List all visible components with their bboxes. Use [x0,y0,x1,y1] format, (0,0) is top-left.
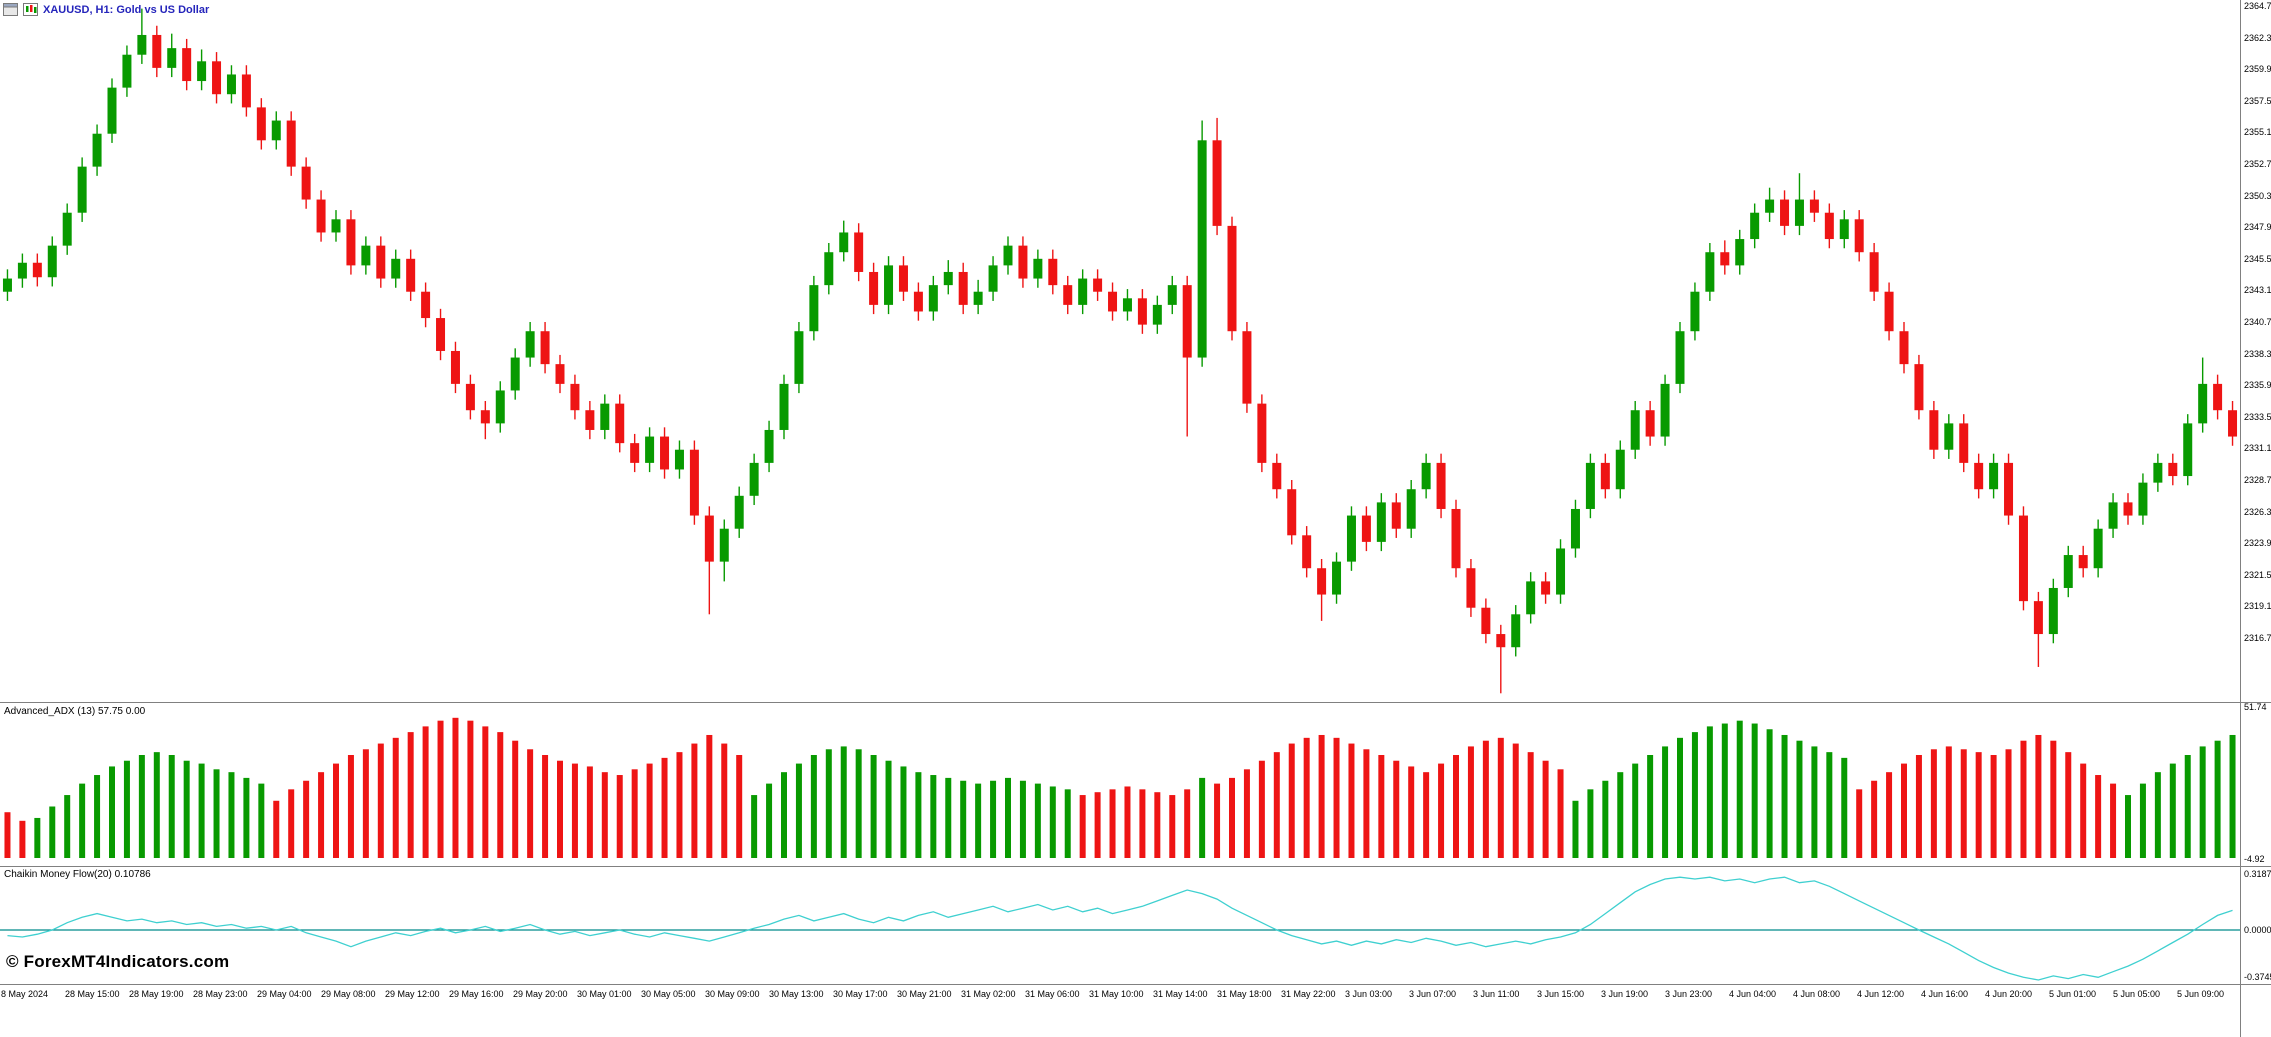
price-scale-label: 2357.50 [2244,96,2271,106]
time-scale-label: 29 May 12:00 [385,989,440,999]
price-scale-label: 2352.70 [2244,159,2271,169]
candles-layer [2,8,2238,694]
time-scale-label: 31 May 18:00 [1217,989,1272,999]
price-scale-label: 2340.70 [2244,317,2271,327]
time-scale-label: 5 Jun 09:00 [2177,989,2225,999]
cmf-scale-max: 0.31873 [2244,869,2271,879]
time-scale-label: 5 Jun 01:00 [2049,989,2097,999]
time-scale-label: 3 Jun 03:00 [1345,989,1393,999]
time-scale-label: 4 Jun 12:00 [1857,989,1905,999]
time-scale-label: 3 Jun 11:00 [1473,989,1520,999]
time-scale-label: 29 May 04:00 [257,989,312,999]
time-scale-label: 30 May 21:00 [897,989,952,999]
price-scale-label: 2345.50 [2244,254,2271,264]
time-scale-label: 5 Jun 05:00 [2113,989,2161,999]
window-icon[interactable] [3,3,18,16]
time-scale-label: 31 May 02:00 [961,989,1016,999]
price-scale-label: 2362.30 [2244,33,2271,43]
price-scale-label: 2319.10 [2244,601,2271,611]
time-scale-label: 30 May 09:00 [705,989,760,999]
price-scale-label: 2364.70 [2244,1,2271,11]
time-scale-label: 3 Jun 07:00 [1409,989,1457,999]
cmf-scale-zero: 0.00000 [2244,925,2271,935]
chart-title: XAUUSD, H1: Gold vs US Dollar [43,3,210,16]
time-scale-label: 30 May 01:00 [577,989,632,999]
price-scale-label: 2347.90 [2244,222,2271,232]
time-scale-label: 3 Jun 15:00 [1537,989,1585,999]
cmf-scale-min: -0.37451 [2244,972,2271,982]
time-scale-label: 8 May 2024 [1,989,49,999]
time-scale-label: 4 Jun 04:00 [1729,989,1777,999]
candlestick-chart-icon[interactable] [23,3,38,16]
adx-scale-max: 51.74 [2244,702,2267,712]
time-scale-label: 28 May 15:00 [65,989,120,999]
price-scale-label: 2328.70 [2244,475,2271,485]
price-scale-label: 2326.30 [2244,507,2271,517]
adx-bars-layer [4,717,2236,858]
time-scale-label: 31 May 22:00 [1281,989,1336,999]
time-scale-label: 30 May 17:00 [833,989,888,999]
price-scale-label: 2338.30 [2244,349,2271,359]
time-scale-label: 28 May 23:00 [193,989,248,999]
price-scale-label: 2321.50 [2244,570,2271,580]
adx-indicator-label: Advanced_ADX (13) 57.75 0.00 [4,706,146,717]
cmf-layer [0,876,2240,981]
time-scale-label: 31 May 06:00 [1025,989,1080,999]
time-scale-label: 28 May 19:00 [129,989,184,999]
price-scale-label: 2350.30 [2244,191,2271,201]
cmf-indicator-label: Chaikin Money Flow(20) 0.10786 [4,869,151,880]
price-scale-label: 2335.90 [2244,380,2271,390]
time-scale-label: 29 May 08:00 [321,989,376,999]
price-scale-label: 2323.90 [2244,538,2271,548]
time-scale-label: 3 Jun 23:00 [1665,989,1713,999]
time-scale-label: 29 May 20:00 [513,989,568,999]
time-scale-label: 4 Jun 16:00 [1921,989,1969,999]
price-scale[interactable]: 2364.70 2362.30 2359.90 2357.50 2355.10 2352.… [2241,0,2271,1037]
time-scale-label: 3 Jun 19:00 [1601,989,1649,999]
watermark: © ForexMT4Indicators.com [6,952,230,971]
price-scale-label: 2316.70 [2244,633,2271,643]
price-scale-label: 2343.10 [2244,285,2271,295]
time-scale-label: 30 May 13:00 [769,989,824,999]
price-scale-label: 2331.10 [2244,443,2271,453]
time-scale-label: 4 Jun 20:00 [1985,989,2033,999]
price-scale-label: 2355.10 [2244,127,2271,137]
price-scale-label: 2359.90 [2244,64,2271,74]
chart-title-bar: XAUUSD, H1: Gold vs US Dollar [3,3,209,16]
time-scale-label: 29 May 16:00 [449,989,504,999]
time-scale-label: 31 May 14:00 [1153,989,1208,999]
time-scale-label: 31 May 10:00 [1089,989,1144,999]
adx-scale-min: -4.92 [2244,854,2265,864]
time-scale-label: 4 Jun 08:00 [1793,989,1841,999]
price-scale-label: 2333.50 [2244,412,2271,422]
time-scale-label: 30 May 05:00 [641,989,696,999]
time-scale[interactable]: 8 May 2024 28 May 15:00 28 May 19:00 28 May… [0,986,2240,1006]
